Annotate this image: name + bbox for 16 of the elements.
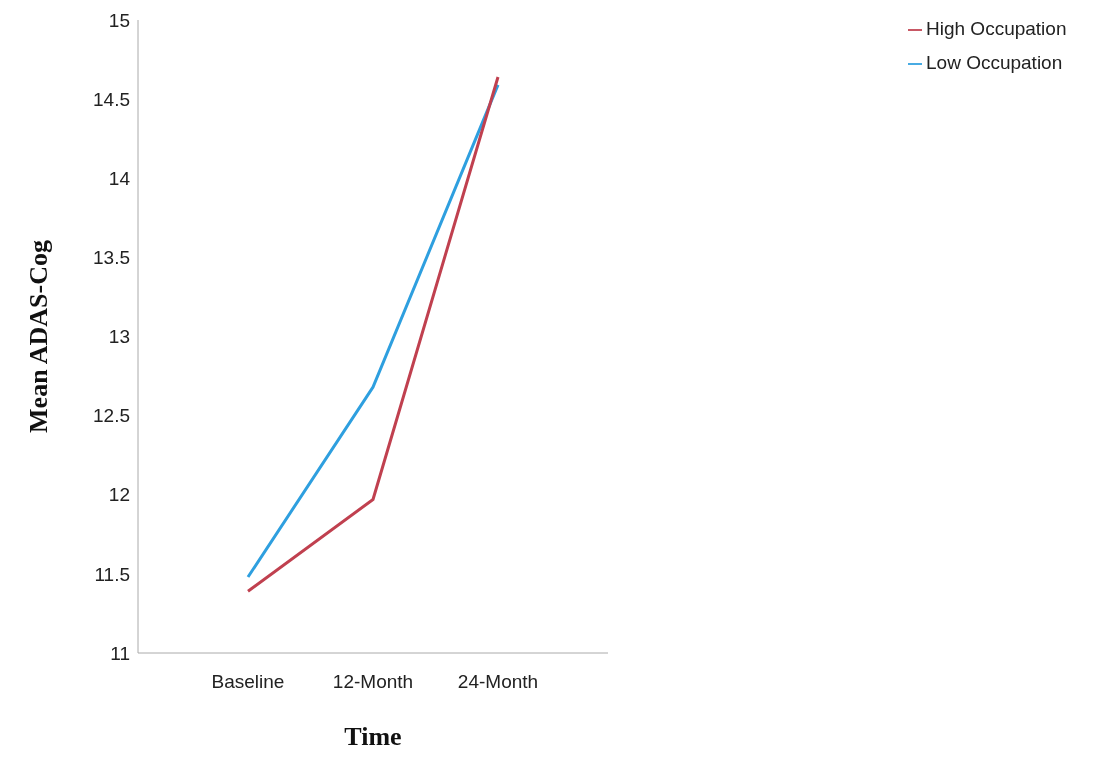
y-tick-label: 13.5	[93, 247, 130, 269]
y-tick-label: 11	[110, 642, 130, 664]
x-tick-label: 24-Month	[457, 671, 539, 693]
y-axis-title: Mean ADAS-Cog	[24, 240, 54, 433]
x-axis-title: Time	[344, 722, 402, 751]
y-tick-label: 14.5	[93, 88, 130, 110]
y-tick-label: 13	[108, 326, 130, 348]
x-tick-label: Baseline	[211, 671, 285, 693]
x-tick-label: 12-Month	[332, 671, 414, 693]
y-tick-label: 15	[108, 9, 130, 31]
legend-label: Low Occupation	[926, 52, 1063, 73]
y-tick-label: 12	[108, 484, 130, 506]
y-tick-label: 14	[108, 167, 131, 189]
y-tick-label: 11.5	[94, 563, 130, 585]
y-tick-label: 12.5	[93, 405, 130, 427]
legend-label: High Occupation	[926, 18, 1067, 39]
